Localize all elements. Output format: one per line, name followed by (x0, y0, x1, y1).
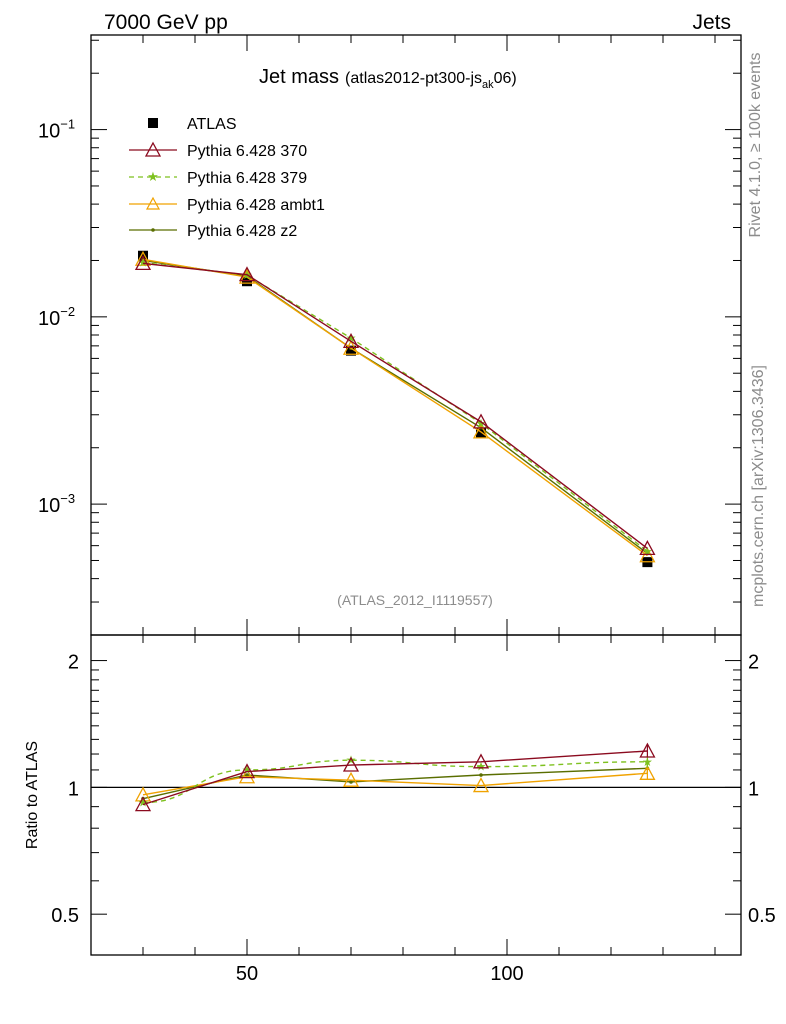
series-point-1: ★ (346, 331, 357, 345)
ratio-line-3 (142, 767, 648, 800)
ratio-y-tick-label-right: 2 (748, 652, 759, 674)
x-tick-label: 50 (236, 963, 258, 985)
series-point-1: ★ (476, 416, 487, 430)
ratio-point-0 (342, 756, 360, 772)
rivet-version-label: Rivet 4.1.0, ≥ 100k events (747, 53, 764, 238)
ratio-line-1 (142, 759, 648, 804)
main-series-group: ★★★★★ (134, 250, 656, 568)
x-tick-label: 100 (490, 963, 523, 985)
series-point-0 (342, 332, 360, 348)
series-line-0 (142, 262, 648, 549)
ratio-line-2 (142, 772, 648, 796)
legend-label-379: Pythia 6.428 379 (187, 170, 307, 187)
ratio-y-axis-label: Ratio to ATLAS (24, 741, 41, 849)
series-point-0 (639, 540, 656, 556)
y-tick-label: 10−2 (38, 304, 75, 330)
legend-entry-ambt1: Pythia 6.428 ambt1 (129, 196, 325, 214)
series-line-1 (142, 261, 648, 552)
ratio-point-2 (472, 777, 490, 793)
legend-label-atlas: ATLAS (187, 116, 237, 133)
ratio-point-0 (134, 796, 152, 812)
legend-marker-ambt1 (145, 196, 161, 210)
ratio-y-tick-label-right: 1 (748, 778, 759, 800)
ratio-point-3 (479, 773, 483, 777)
series-point-2 (134, 250, 152, 266)
ratio-point-1: ★ (242, 763, 253, 777)
axis-tick-labels: 50 100 10−1 10−2 10−3 0.5 0.5 1 1 2 2 (38, 117, 776, 985)
series-point-1: ★ (642, 544, 653, 558)
legend-marker-atlas (148, 118, 158, 128)
legend-label-ambt1: Pythia 6.428 ambt1 (187, 197, 325, 214)
ratio-point-1: ★ (346, 753, 357, 767)
legend: ATLAS Pythia 6.428 370 ★ Pythia 6.428 37… (129, 116, 325, 240)
y-tick-label: 10−3 (38, 491, 75, 517)
ratio-point-1: ★ (476, 760, 487, 774)
series-point-1: ★ (138, 256, 149, 270)
series-point-2 (472, 423, 490, 439)
ratio-line-0 (142, 750, 648, 806)
ratio-plot-frame (90, 634, 742, 956)
legend-marker-z2 (151, 228, 155, 232)
legend-label-370: Pythia 6.428 370 (187, 143, 307, 160)
legend-marker-370 (144, 141, 162, 157)
chart-title: Jet mass (atlas2012-pt300-jsak06) (259, 66, 517, 91)
series-line-3 (142, 259, 648, 555)
ratio-point-0 (472, 753, 490, 769)
ratio-point-1: ★ (642, 755, 653, 769)
header-beam-label: 7000 GeV pp (104, 11, 228, 34)
ratio-point-2 (639, 764, 656, 780)
ratio-point-0 (238, 763, 256, 779)
ratio-y-tick-label-left: 2 (68, 652, 79, 674)
ratio-point-1: ★ (138, 796, 149, 810)
legend-entry-atlas: ATLAS (148, 116, 237, 133)
series-point-2 (639, 547, 656, 563)
header-category-label: Jets (692, 11, 731, 34)
ratio-point-2 (342, 771, 360, 787)
ratio-point-3 (245, 773, 249, 777)
atlas-data-point (476, 427, 486, 438)
atlas-data-point (346, 345, 356, 356)
ratio-point-2 (134, 786, 152, 802)
series-point-0 (472, 413, 490, 429)
series-point-0 (238, 266, 256, 282)
legend-entry-z2: Pythia 6.428 z2 (129, 223, 297, 240)
ratio-y-tick-label-left: 1 (68, 778, 79, 800)
ratio-point-2 (238, 768, 256, 784)
analysis-id-label: (ATLAS_2012_I1119557) (337, 592, 493, 608)
legend-label-z2: Pythia 6.428 z2 (187, 223, 297, 240)
ratio-y-tick-label-right: 0.5 (748, 905, 776, 927)
series-line-2 (142, 258, 648, 557)
mcplots-reference-label: mcplots.cern.ch [arXiv:1306.3436] (750, 365, 767, 607)
y-tick-label: 10−1 (38, 117, 75, 143)
ratio-point-3 (349, 780, 353, 784)
ratio-point-0 (639, 742, 656, 758)
series-point-0 (134, 255, 152, 271)
legend-entry-370: Pythia 6.428 370 (129, 141, 307, 160)
legend-entry-379: ★ Pythia 6.428 379 (129, 170, 307, 187)
ratio-y-tick-label-left: 0.5 (51, 905, 79, 927)
legend-marker-379: ★ (147, 170, 159, 185)
ratio-series-group: ★ ★ ★ ★ ★ (91, 742, 741, 812)
